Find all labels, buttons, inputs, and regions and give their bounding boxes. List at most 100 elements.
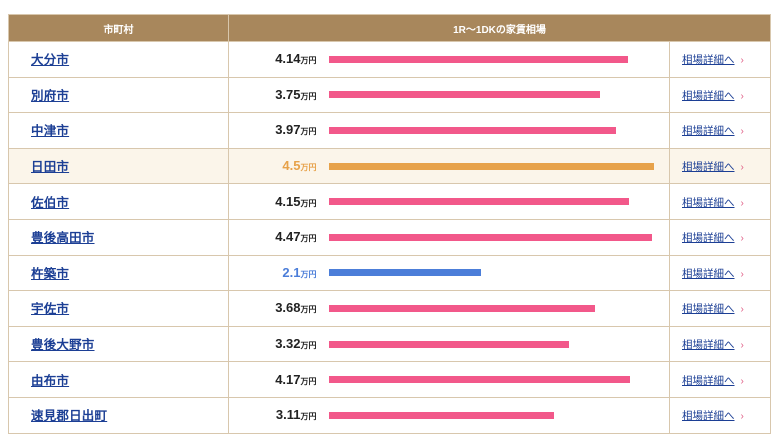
detail-cell: 相場詳細へ › xyxy=(669,41,771,78)
detail-link[interactable]: 相場詳細へ xyxy=(682,54,735,67)
chevron-right-icon: › xyxy=(740,304,744,316)
column-header-city: 市町村 xyxy=(8,14,229,42)
column-header-rent: 1R〜1DKの家賃相場 xyxy=(228,14,771,42)
rent-bar xyxy=(328,126,616,134)
chevron-right-icon: › xyxy=(740,162,744,174)
chevron-right-icon: › xyxy=(740,268,744,280)
rent-bar xyxy=(328,233,652,241)
table-row: 大分市 4.14万円 相場詳細へ › xyxy=(8,41,771,78)
rent-value: 3.97 xyxy=(275,122,301,138)
bar-cell xyxy=(328,290,670,327)
detail-link[interactable]: 相場詳細へ xyxy=(682,374,735,387)
rent-bar xyxy=(328,376,630,384)
detail-link[interactable]: 相場詳細へ xyxy=(682,339,735,352)
rent-unit: 万円 xyxy=(300,198,317,208)
rent-bar xyxy=(328,304,595,312)
bar-cell xyxy=(328,361,670,398)
rent-unit: 万円 xyxy=(300,269,317,279)
rent-cell: 2.1万円 xyxy=(228,254,329,292)
city-link[interactable]: 豊後大野市 xyxy=(31,338,95,353)
table-row: 由布市 4.17万円 相場詳細へ › xyxy=(8,361,771,398)
table-row: 速見郡日出町 3.11万円 相場詳細へ › xyxy=(8,396,771,434)
table-row: 宇佐市 3.68万円 相場詳細へ › xyxy=(8,290,771,327)
bar-cell xyxy=(328,112,670,149)
city-link[interactable]: 中津市 xyxy=(31,124,70,139)
rent-cell: 4.17万円 xyxy=(228,361,329,398)
rent-bar xyxy=(328,91,600,99)
detail-link[interactable]: 相場詳細へ xyxy=(682,89,735,102)
chevron-right-icon: › xyxy=(740,233,744,245)
table-row: 別府市 3.75万円 相場詳細へ › xyxy=(8,76,771,114)
detail-link[interactable]: 相場詳細へ xyxy=(682,196,735,209)
rent-unit: 万円 xyxy=(300,234,317,244)
table-row: 豊後高田市 4.47万円 相場詳細へ › xyxy=(8,218,771,256)
bar-cell xyxy=(328,76,670,114)
chevron-right-icon: › xyxy=(740,126,744,138)
city-cell: 大分市 xyxy=(8,41,229,78)
bar-cell xyxy=(328,218,670,256)
bar-cell xyxy=(328,41,670,78)
city-link[interactable]: 佐伯市 xyxy=(31,195,70,210)
detail-cell: 相場詳細へ › xyxy=(669,147,771,185)
city-cell: 佐伯市 xyxy=(8,183,229,220)
rent-unit: 万円 xyxy=(300,305,317,315)
rent-cell: 4.47万円 xyxy=(228,218,329,256)
rent-unit: 万円 xyxy=(300,376,317,386)
rent-value: 4.5 xyxy=(282,158,301,174)
rent-unit: 万円 xyxy=(300,163,317,173)
rent-bar xyxy=(328,269,481,277)
city-link[interactable]: 杵築市 xyxy=(31,266,70,281)
city-link[interactable]: 宇佐市 xyxy=(31,302,70,317)
rent-value: 4.17 xyxy=(275,371,301,387)
bar-cell xyxy=(328,325,670,363)
rent-bar xyxy=(328,411,554,419)
rent-value: 4.14 xyxy=(275,51,301,67)
table-header-row: 市町村 1R〜1DKの家賃相場 xyxy=(8,14,771,42)
detail-link[interactable]: 相場詳細へ xyxy=(682,410,735,423)
detail-cell: 相場詳細へ › xyxy=(669,254,771,292)
bar-cell xyxy=(328,254,670,292)
table-row: 豊後大野市 3.32万円 相場詳細へ › xyxy=(8,325,771,363)
city-link[interactable]: 速見郡日出町 xyxy=(31,409,108,424)
rent-unit: 万円 xyxy=(300,56,317,66)
detail-cell: 相場詳細へ › xyxy=(669,396,771,434)
rent-unit: 万円 xyxy=(300,341,317,351)
city-link[interactable]: 別府市 xyxy=(31,88,70,103)
city-cell: 中津市 xyxy=(8,112,229,149)
rent-cell: 3.97万円 xyxy=(228,112,329,149)
city-cell: 豊後大野市 xyxy=(8,325,229,363)
city-cell: 杵築市 xyxy=(8,254,229,292)
detail-cell: 相場詳細へ › xyxy=(669,218,771,256)
table-row: 杵築市 2.1万円 相場詳細へ › xyxy=(8,254,771,292)
rent-bar xyxy=(328,55,628,63)
rent-table-container: 市町村 1R〜1DKの家賃相場 大分市 4.14万円 相場詳細へ › 別府市 3.75万円… xyxy=(8,14,771,434)
city-link[interactable]: 由布市 xyxy=(31,373,70,388)
city-cell: 別府市 xyxy=(8,76,229,114)
city-link[interactable]: 日田市 xyxy=(31,160,70,175)
city-link[interactable]: 豊後高田市 xyxy=(31,231,95,246)
chevron-right-icon: › xyxy=(740,197,744,209)
detail-link[interactable]: 相場詳細へ xyxy=(682,161,735,174)
detail-link[interactable]: 相場詳細へ xyxy=(682,232,735,245)
rent-cell: 4.5万円 xyxy=(228,147,329,185)
bar-cell xyxy=(328,147,670,185)
rent-cell: 3.75万円 xyxy=(228,76,329,114)
detail-cell: 相場詳細へ › xyxy=(669,325,771,363)
rent-cell: 4.14万円 xyxy=(228,41,329,78)
table-row: 中津市 3.97万円 相場詳細へ › xyxy=(8,112,771,149)
detail-link[interactable]: 相場詳細へ xyxy=(682,303,735,316)
rent-value: 3.75 xyxy=(275,86,301,102)
detail-cell: 相場詳細へ › xyxy=(669,76,771,114)
table-row: 佐伯市 4.15万円 相場詳細へ › xyxy=(8,183,771,220)
city-cell: 宇佐市 xyxy=(8,290,229,327)
detail-cell: 相場詳細へ › xyxy=(669,290,771,327)
detail-link[interactable]: 相場詳細へ xyxy=(682,267,735,280)
rent-value: 3.68 xyxy=(275,300,301,316)
rent-value: 4.15 xyxy=(275,193,301,209)
city-link[interactable]: 大分市 xyxy=(31,53,70,68)
rent-value: 2.1 xyxy=(282,264,301,280)
detail-link[interactable]: 相場詳細へ xyxy=(682,125,735,138)
chevron-right-icon: › xyxy=(740,375,744,387)
city-cell: 日田市 xyxy=(8,147,229,185)
table-row: 日田市 4.5万円 相場詳細へ › xyxy=(8,147,771,185)
